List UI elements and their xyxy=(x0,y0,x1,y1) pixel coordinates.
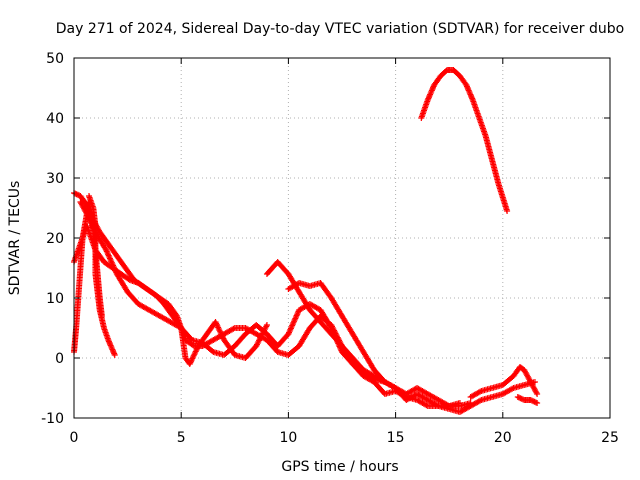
data-point xyxy=(188,356,195,363)
data-point xyxy=(87,219,94,226)
chart-title: Day 271 of 2024, Sidereal Day-to-day VTE… xyxy=(56,21,624,37)
y-tick-label: 0 xyxy=(55,351,64,367)
y-axis-label: SDTVAR / TECUs xyxy=(7,181,23,296)
x-tick-label: 0 xyxy=(70,430,79,446)
data-point xyxy=(190,352,197,359)
data-point xyxy=(187,359,194,366)
data-point xyxy=(111,352,118,358)
series-sat-e xyxy=(77,199,270,367)
data-point xyxy=(534,400,541,406)
data-point xyxy=(90,224,97,231)
series-sat-h xyxy=(418,67,511,214)
y-tick-label: 40 xyxy=(46,111,64,127)
data-point xyxy=(212,319,219,325)
axis-ticks: 0 5 10 15 20 25 -10 0 10 20 30 40 50 xyxy=(41,51,619,446)
data-point xyxy=(191,351,198,358)
data-point xyxy=(216,327,223,334)
data-point xyxy=(194,345,201,352)
data-point xyxy=(217,328,224,335)
data-point xyxy=(193,347,200,354)
data-point xyxy=(423,402,430,409)
data-point xyxy=(213,321,220,328)
data-point xyxy=(88,220,95,227)
x-tick-label: 15 xyxy=(387,430,405,446)
series-sat-a xyxy=(71,190,474,409)
data-point xyxy=(213,320,220,327)
data-point xyxy=(192,349,199,356)
data-point xyxy=(86,216,93,223)
data-point xyxy=(219,332,226,339)
data-point xyxy=(219,334,226,341)
data-point xyxy=(215,325,222,332)
data-point xyxy=(392,385,399,391)
x-tick-label: 25 xyxy=(601,430,619,446)
y-tick-label: 50 xyxy=(46,51,64,67)
series-sat-f xyxy=(263,259,463,409)
data-point xyxy=(401,393,408,400)
data-point xyxy=(102,245,109,252)
data-point xyxy=(89,223,96,230)
x-tick-label: 10 xyxy=(279,430,297,446)
grid-lines xyxy=(74,58,610,418)
data-point xyxy=(186,361,193,367)
data-point xyxy=(189,342,196,349)
data-point xyxy=(217,330,224,337)
data-point xyxy=(533,389,540,396)
data-point xyxy=(188,358,195,365)
series-sat-i xyxy=(467,364,541,400)
x-tick-label: 20 xyxy=(494,430,512,446)
x-axis-label: GPS time / hours xyxy=(281,459,398,475)
data-point xyxy=(263,322,270,328)
data-point xyxy=(190,354,197,361)
series-sat-j xyxy=(514,394,541,406)
data-point xyxy=(91,226,98,233)
data-point xyxy=(215,324,222,331)
series-sat-b xyxy=(71,223,538,415)
data-point xyxy=(83,211,90,217)
series-sat-g xyxy=(285,280,399,391)
x-tick-label: 5 xyxy=(177,430,186,446)
data-point xyxy=(477,397,484,404)
data-point xyxy=(192,348,199,355)
data-point xyxy=(230,325,237,332)
data-point xyxy=(218,331,225,338)
y-tick-label: 10 xyxy=(46,291,64,307)
data-point xyxy=(125,276,132,283)
data-point xyxy=(477,388,484,395)
data-point xyxy=(84,212,91,219)
data-point xyxy=(85,215,92,222)
y-tick-label: -10 xyxy=(41,411,64,427)
data-point xyxy=(83,209,90,216)
series-sat-d xyxy=(86,193,118,358)
data-point xyxy=(85,213,92,220)
data-point xyxy=(504,208,511,214)
data-point xyxy=(87,217,94,224)
data-point xyxy=(456,400,463,406)
data-point xyxy=(327,323,334,330)
y-tick-label: 30 xyxy=(46,171,64,187)
data-point xyxy=(534,391,541,397)
data-point xyxy=(391,384,398,391)
y-tick-label: 20 xyxy=(46,231,64,247)
data-point xyxy=(509,385,516,392)
data-point xyxy=(214,323,221,330)
data-points xyxy=(71,67,541,415)
data-point xyxy=(189,355,196,362)
data-point xyxy=(89,222,96,229)
